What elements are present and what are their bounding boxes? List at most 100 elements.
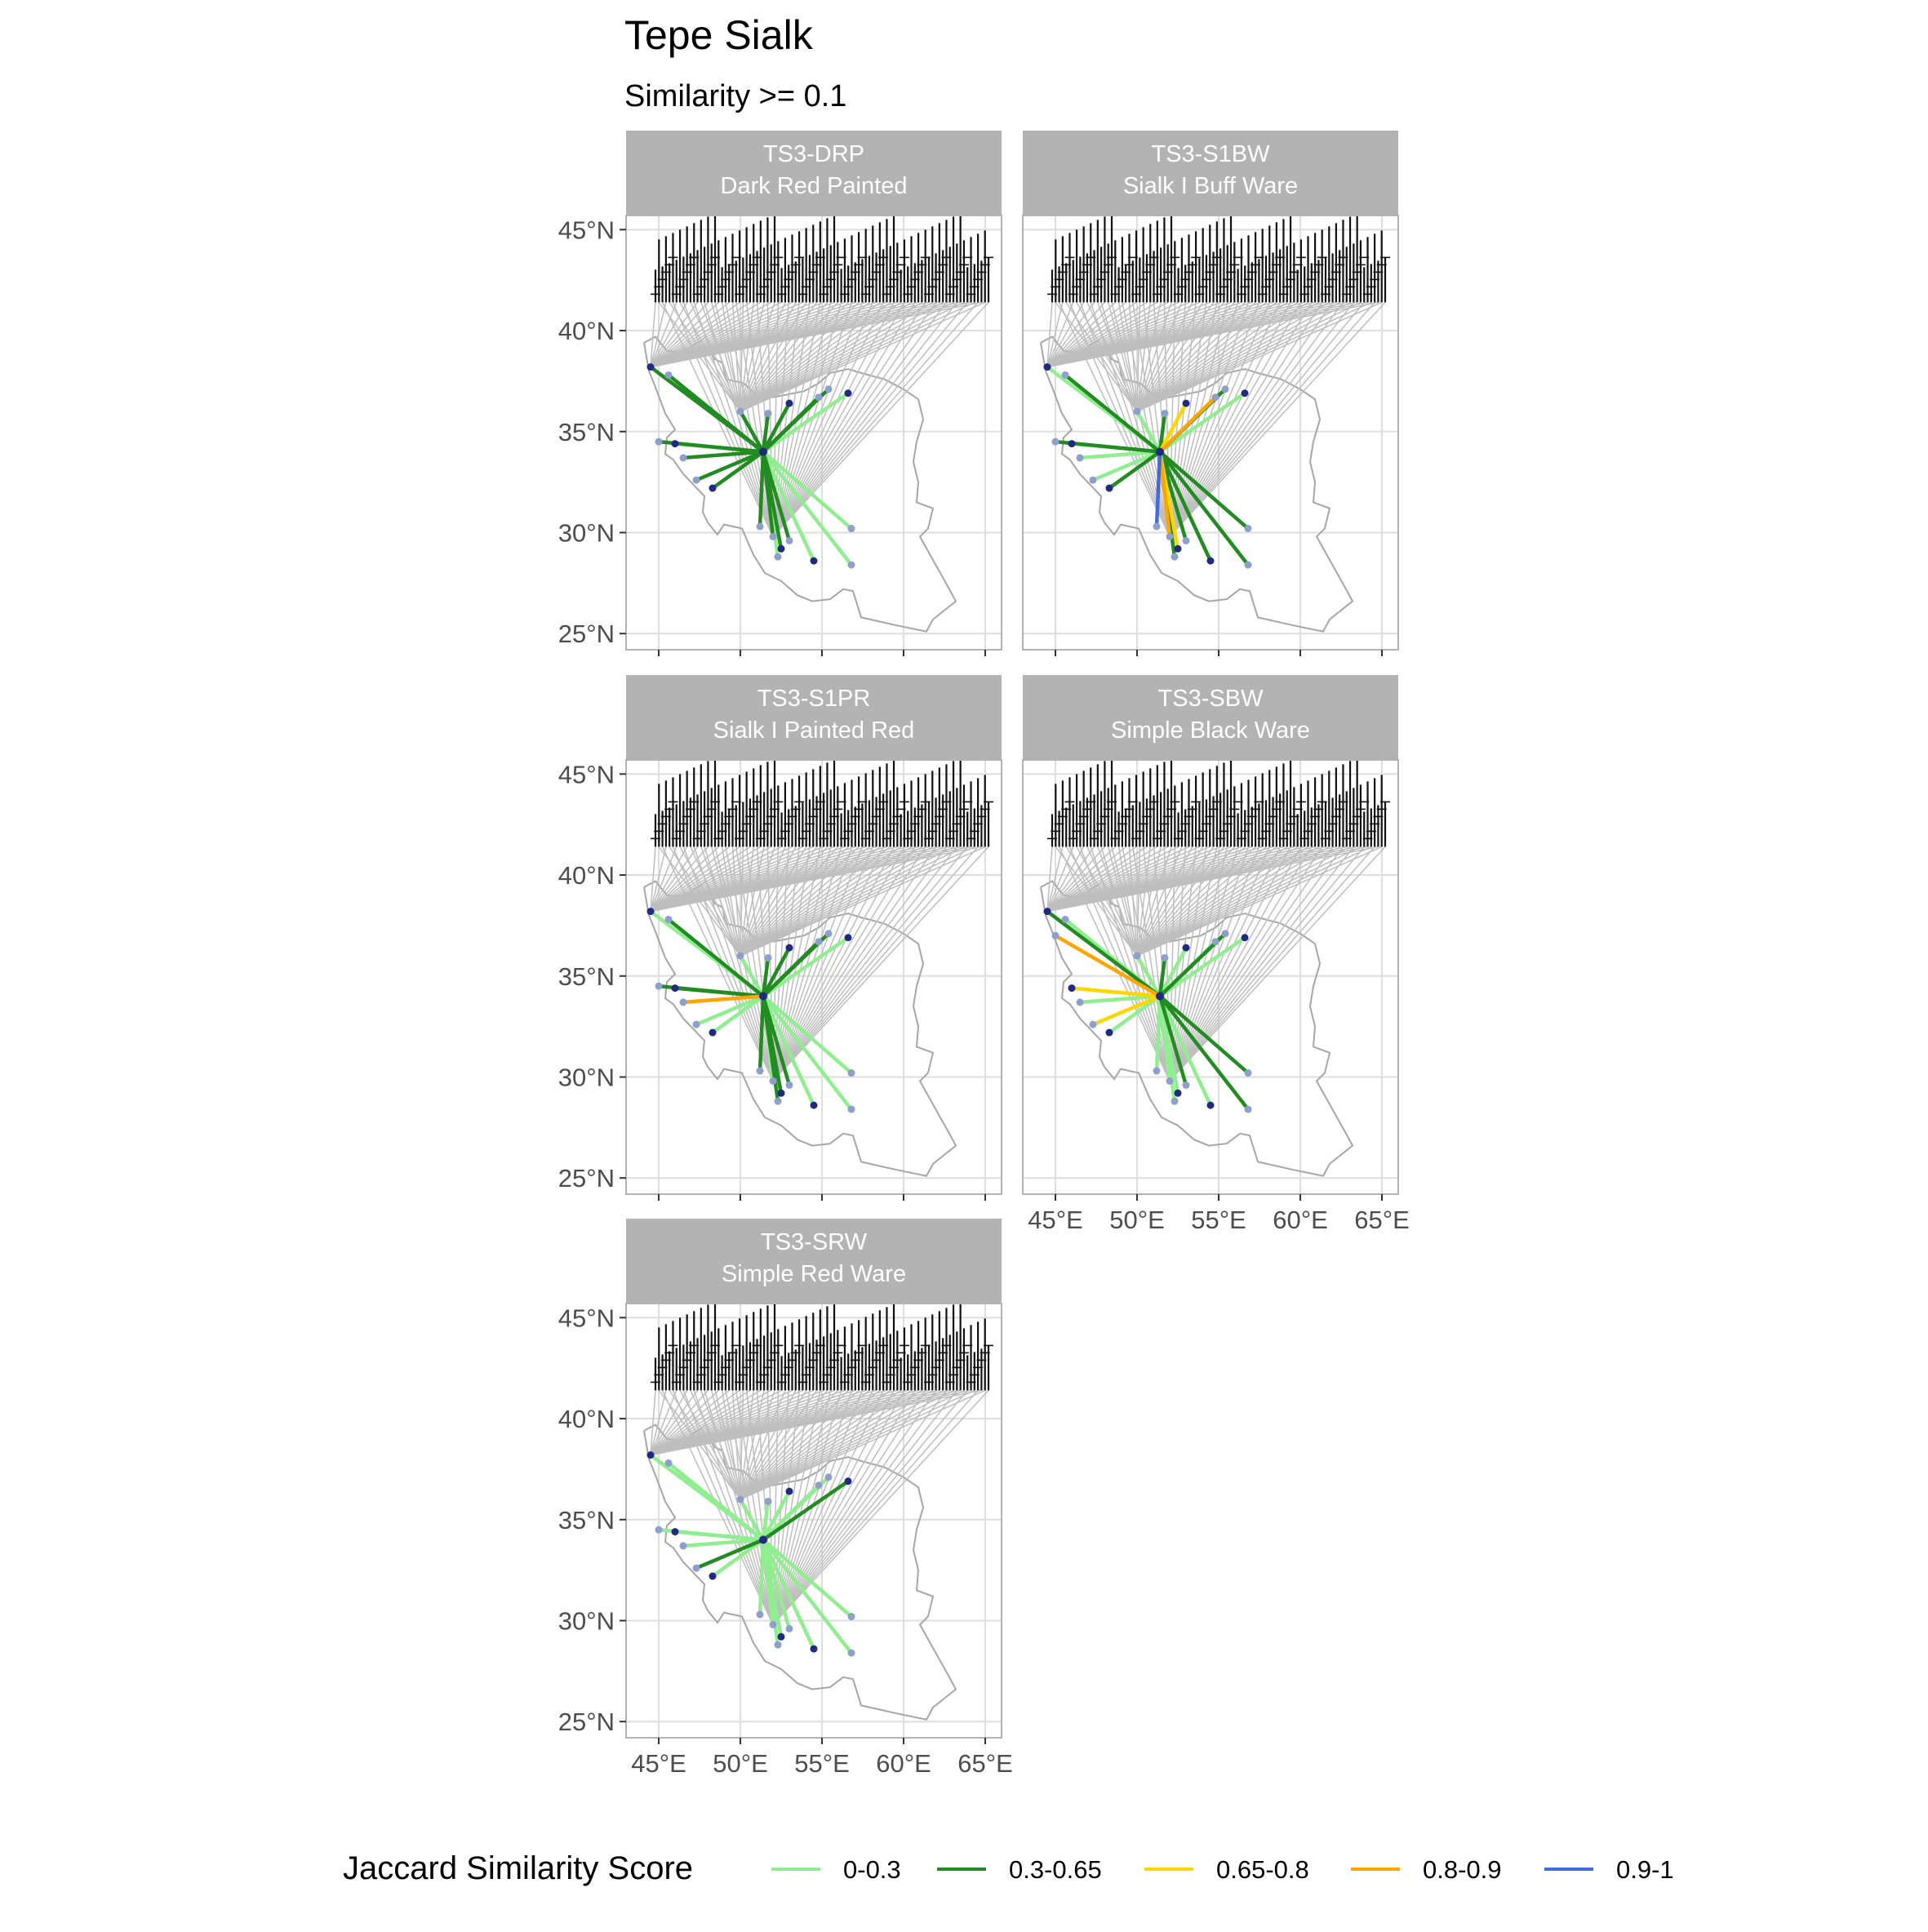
site-point bbox=[655, 1526, 663, 1534]
leader-line bbox=[650, 1389, 730, 1456]
site-point bbox=[1068, 440, 1076, 448]
site-point bbox=[777, 544, 785, 553]
leader-line bbox=[772, 846, 895, 1081]
similarity-link bbox=[757, 994, 766, 1073]
leader-line bbox=[740, 301, 922, 412]
leader-line bbox=[1136, 301, 1319, 412]
site-point bbox=[810, 1101, 818, 1109]
legend-item-0-65-0-8: 0.65-0.8 bbox=[1144, 1855, 1309, 1884]
leader-line bbox=[1169, 846, 1260, 1081]
leader-line bbox=[650, 302, 656, 367]
leader-line bbox=[740, 1389, 975, 1500]
leader-line bbox=[1169, 301, 1354, 537]
site-point bbox=[1166, 532, 1174, 540]
similarity-link bbox=[761, 411, 771, 454]
similarity-link bbox=[757, 450, 766, 529]
leader-line bbox=[740, 1390, 797, 1500]
focal-site-point bbox=[759, 447, 767, 456]
similarity-link bbox=[761, 1538, 792, 1631]
leader-line bbox=[650, 1389, 803, 1456]
site-point bbox=[756, 522, 764, 531]
site-point bbox=[1161, 953, 1169, 962]
site-point bbox=[847, 1649, 855, 1657]
leader-line bbox=[650, 846, 688, 912]
site-points bbox=[646, 908, 855, 1113]
similarity-link bbox=[1157, 450, 1172, 539]
leader-line bbox=[772, 1390, 884, 1625]
site-points bbox=[1043, 363, 1252, 569]
similarity-link bbox=[673, 986, 766, 998]
leader-line bbox=[772, 301, 948, 537]
legend-item-0-3-0-65: 0.3-0.65 bbox=[937, 1855, 1102, 1884]
site-point bbox=[764, 1497, 772, 1505]
y-tick-label: 40°N bbox=[558, 1405, 615, 1433]
leader-line bbox=[1169, 301, 1365, 537]
site-point bbox=[785, 536, 793, 544]
site-point bbox=[824, 930, 833, 938]
similarity-link bbox=[1157, 450, 1213, 563]
leader-line bbox=[650, 846, 740, 913]
leader-line bbox=[1046, 846, 1379, 913]
leader-line bbox=[1136, 301, 1340, 412]
leader-line bbox=[650, 1389, 709, 1456]
similarity-link bbox=[761, 391, 851, 454]
panel-strip-name: Dark Red Painted bbox=[721, 173, 908, 199]
similarity-link bbox=[681, 994, 766, 1005]
leader-line bbox=[772, 1389, 948, 1625]
site-point bbox=[664, 1459, 673, 1467]
leader-line bbox=[740, 846, 944, 957]
site-point bbox=[1089, 1020, 1097, 1028]
site-point bbox=[824, 1473, 833, 1481]
site-point bbox=[815, 1481, 823, 1490]
legend-item-0-8-0-9: 0.8-0.9 bbox=[1351, 1855, 1502, 1884]
leader-line bbox=[1136, 846, 1319, 957]
site-point bbox=[709, 1028, 717, 1037]
leader-line bbox=[650, 846, 772, 913]
leader-line bbox=[1169, 846, 1344, 1081]
y-tick-label: 35°N bbox=[558, 1506, 615, 1534]
site-point bbox=[1211, 938, 1219, 946]
leader-line bbox=[650, 846, 709, 913]
leader-line bbox=[1136, 846, 1256, 957]
similarity-link bbox=[761, 450, 816, 563]
focal-site-point bbox=[1156, 447, 1164, 456]
leader-line bbox=[650, 1389, 814, 1456]
site-point bbox=[1241, 389, 1249, 398]
leader-line bbox=[740, 846, 975, 957]
leader-line bbox=[772, 846, 989, 1081]
leader-line bbox=[740, 301, 965, 412]
site-point bbox=[1068, 984, 1076, 993]
panel-ts3-s1pr: TS3-S1PR Sialk I Painted Red 25°N 30°N 35°N 4… bbox=[558, 675, 1002, 1201]
y-tick-label: 35°N bbox=[558, 962, 615, 991]
leader-line bbox=[650, 301, 699, 368]
site-point bbox=[664, 371, 673, 379]
leader-line bbox=[772, 302, 864, 537]
leader-line bbox=[650, 301, 793, 368]
site-point bbox=[655, 437, 663, 446]
similarity-link bbox=[681, 450, 766, 460]
similarity-link bbox=[761, 1538, 854, 1655]
panels-layer: TS3-DRP Dark Red Painted 25°N 30°N 35°N 40°N 4… bbox=[558, 131, 1410, 1778]
similarity-link bbox=[1135, 953, 1162, 998]
leader-line bbox=[740, 846, 807, 957]
similarity-link bbox=[1157, 411, 1167, 454]
similarity-link bbox=[1157, 395, 1218, 454]
leader-line bbox=[650, 846, 982, 913]
site-point bbox=[1244, 561, 1252, 569]
leader-line bbox=[772, 846, 979, 1081]
similarity-link bbox=[761, 994, 792, 1087]
leader-line bbox=[650, 1389, 782, 1456]
leader-line bbox=[1136, 846, 1141, 957]
leader-line bbox=[740, 846, 786, 957]
leader-line bbox=[740, 846, 870, 957]
leader-line bbox=[650, 301, 772, 368]
leader-line bbox=[1169, 302, 1291, 537]
site-point bbox=[769, 532, 777, 540]
site-point bbox=[810, 1645, 818, 1653]
leader-line bbox=[1107, 846, 1138, 957]
site-point bbox=[847, 525, 855, 533]
site-point bbox=[847, 561, 855, 569]
similarity-link bbox=[1091, 450, 1162, 482]
leader-line bbox=[772, 301, 979, 537]
